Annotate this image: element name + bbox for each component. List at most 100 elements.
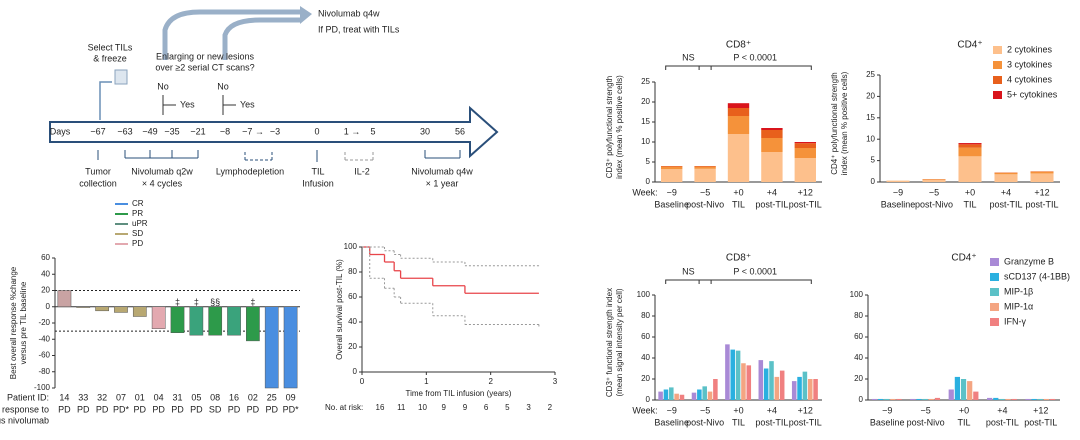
bar <box>264 306 279 389</box>
bar-segment <box>727 103 750 108</box>
day-label: −21 <box>190 126 205 136</box>
y-tick-label: 5 <box>871 156 876 165</box>
bar <box>916 398 922 400</box>
bar-segment <box>694 168 716 182</box>
bar <box>674 393 679 400</box>
x-tick-label: post-TIL <box>989 199 1022 209</box>
bar <box>725 344 730 400</box>
bracket-label: NS <box>682 266 695 276</box>
x-tick-label: post-Nivo <box>915 199 953 209</box>
bar <box>697 389 702 400</box>
response-row-label: previous nivolumab <box>0 415 49 425</box>
at-risk-label: No. at risk: <box>325 403 363 412</box>
day-label: 1 → <box>344 126 361 136</box>
chart-title: CD8⁺ <box>726 253 751 264</box>
y-tick-label: 0 <box>859 395 864 404</box>
y-tick-label: 60 <box>41 253 50 262</box>
day-label: −49 <box>142 126 157 136</box>
bar <box>999 398 1005 400</box>
y-tick-label: 60 <box>348 292 357 301</box>
bar <box>910 398 916 400</box>
x-axis-label: Time from TIL infusion (years) <box>406 389 512 398</box>
phase-label: Lymphodepletion <box>216 166 284 176</box>
bar <box>702 386 707 400</box>
y-tick-label: 0 <box>353 367 358 376</box>
y-tick-label: 0 <box>46 302 51 311</box>
x-tick-label: post-Nivo <box>686 417 724 427</box>
bar <box>797 376 802 400</box>
y-tick-label: -100 <box>34 383 51 392</box>
bar <box>713 379 718 400</box>
x-tick-label: Baseline <box>654 417 689 427</box>
y-axis-label: index (mean % positive cells) <box>840 71 849 175</box>
day-label: 0 <box>314 126 319 136</box>
y-tick-label: 20 <box>866 92 875 101</box>
bar <box>76 306 91 308</box>
bar-segment <box>958 143 982 145</box>
week-tick-label: +4 <box>1001 187 1011 197</box>
days-label: Days <box>50 126 71 136</box>
bracket <box>665 279 712 284</box>
y-tick-label: 10 <box>866 134 875 143</box>
week-tick-label: +0 <box>733 405 743 415</box>
bar-segment <box>761 128 783 130</box>
week-tick-label: −9 <box>667 405 677 415</box>
if-pd-label: If PD, treat with TILs <box>318 24 400 34</box>
nivo-label: Nivolumab q4w <box>318 8 380 18</box>
bar-segment <box>1030 171 1054 174</box>
y-tick-label: 40 <box>41 269 50 278</box>
bar <box>1005 398 1011 400</box>
x-tick-label: Baseline <box>870 417 905 427</box>
at-risk-value: 10 <box>418 403 427 412</box>
y-tick-label: 80 <box>641 311 650 320</box>
phase-label: TIL <box>311 166 324 176</box>
y-tick-label: -60 <box>38 351 50 360</box>
response-label: PD <box>96 404 109 414</box>
bar <box>934 397 941 400</box>
bar <box>1043 398 1050 400</box>
annotation: ‡ <box>250 297 255 307</box>
bar <box>735 350 741 400</box>
y-axis-label: CD3⁺ polyfunctional strength <box>605 76 614 179</box>
y-tick-label: 15 <box>866 113 875 122</box>
y-axis-label: CD3⁺ functional strength index <box>605 288 614 397</box>
significance-brackets <box>665 65 812 284</box>
bar <box>791 381 797 400</box>
bar <box>774 376 780 400</box>
bar-segment <box>886 180 910 182</box>
x-tick-label: post-TIL <box>755 199 788 209</box>
legend-swatch <box>990 288 999 296</box>
bar <box>884 398 890 400</box>
response-label: PD <box>171 404 184 414</box>
decision-yes: Yes <box>180 99 195 109</box>
chart-title: CD4⁺ <box>957 40 982 51</box>
legend-label: MIP-1β <box>1004 286 1033 296</box>
at-risk-value: 5 <box>505 403 510 412</box>
bar-segment <box>794 143 816 148</box>
bar <box>896 398 902 400</box>
branch-arrow <box>222 17 300 60</box>
x-tick-label: 1 <box>424 377 429 386</box>
response-label: PD <box>77 404 90 414</box>
bar-segment <box>661 166 683 170</box>
phase-label: Infusion <box>302 178 334 188</box>
legend-label: MIP-1α <box>1004 301 1033 311</box>
bar <box>954 376 961 400</box>
x-tick-label: TIL <box>963 199 976 209</box>
at-risk-value: 3 <box>526 403 531 412</box>
question-label: Enlarging or new lesions <box>156 51 255 61</box>
arrow-head <box>300 6 312 24</box>
y-tick-label: 25 <box>866 70 875 79</box>
bar <box>1037 398 1043 400</box>
bar-segment <box>661 169 683 182</box>
y-tick-label: 80 <box>348 267 357 276</box>
y-tick-label: 25 <box>641 77 650 86</box>
response-label: PD* <box>283 404 300 414</box>
legend-label: 3 cytokines <box>1007 59 1053 69</box>
phase-label: × 1 year <box>426 178 459 188</box>
y-tick-label: 80 <box>854 311 863 320</box>
bar <box>807 379 813 400</box>
patient-id: 14 <box>59 392 69 402</box>
bar-segment <box>994 174 1018 182</box>
x-tick-label: 3 <box>553 377 558 386</box>
